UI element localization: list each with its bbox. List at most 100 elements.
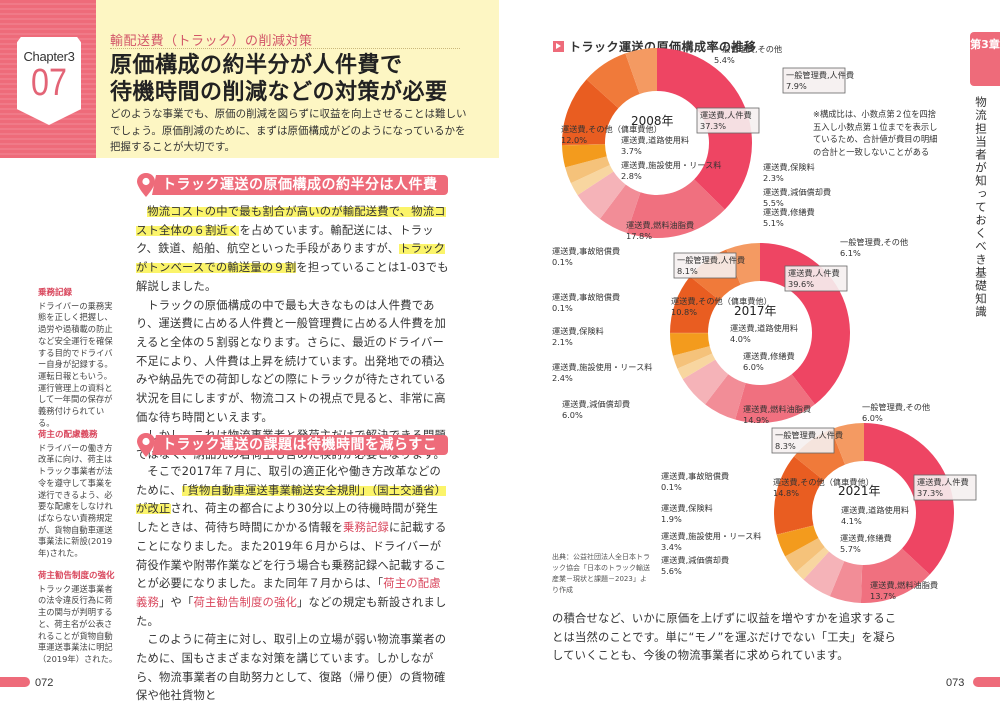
- segment-label: 運送費,保険料: [552, 326, 604, 336]
- donut-segment: [565, 156, 610, 184]
- side-note-term: 荷主勧告制度の強化: [38, 571, 115, 581]
- donut-segment: [562, 144, 606, 146]
- segment-value: 0.1%: [552, 303, 573, 313]
- donut-segment: [599, 184, 641, 234]
- chapter-label: Chapter3: [23, 49, 75, 64]
- donut-segment: [677, 353, 716, 380]
- segment-value: 1.9%: [661, 514, 682, 524]
- segment-value: 39.6%: [788, 279, 814, 289]
- chevron-right-icon: [553, 41, 564, 52]
- text: され、荷主の都合により30分以上の待機時間が発生したときは、荷待ち時間にかかる情…: [136, 502, 439, 535]
- segment-label: 運送費,修繕費: [763, 207, 815, 217]
- segment-label: 運送費,事故賠償費: [552, 246, 620, 256]
- donut-segment: [864, 423, 955, 575]
- segment-label: 運送費,修繕費: [840, 533, 892, 543]
- rounding-note: ※構成比は、小数点第２位を四捨五入し小数点第１位までを表示しているため、合計値が…: [813, 109, 938, 157]
- donut-segment: [776, 525, 819, 557]
- segment-label: 運送費,施設使用・リース料: [552, 362, 652, 372]
- donut-segment: [626, 179, 725, 238]
- text: を占めています。輸配送には、トラック、鉄道、船舶、航空といった手段がありますが、: [136, 223, 434, 256]
- donut-segment: [586, 53, 640, 109]
- side-note-text: ドライバーの乗務実態を正しく把握し、過労や過積載の防止など安全運行を確保する目的…: [38, 300, 113, 428]
- segment-value: 5.4%: [714, 55, 735, 65]
- map-pin-icon: [137, 173, 155, 197]
- segment-value: 17.8%: [626, 231, 652, 241]
- section-heading-2: トラック運送の課題は待機時間を減らすこと: [136, 433, 448, 457]
- segment-value: 5.7%: [840, 544, 861, 554]
- segment-label: 運送費,燃料油脂費: [870, 580, 938, 590]
- donut-segment: [796, 547, 830, 580]
- donut-segment: [577, 171, 626, 219]
- donut-segment: [657, 48, 752, 210]
- section-heading-2-label: トラック運送の課題は待機時間を減らすこと: [152, 435, 448, 455]
- segment-value: 5.1%: [763, 218, 784, 228]
- segment-label: 一般管理費,その他: [862, 402, 930, 412]
- page-number-right: 073: [946, 677, 965, 689]
- segment-label: 運送費,道路使用料: [621, 135, 689, 145]
- label-box: [784, 265, 848, 292]
- page-number-left: 072: [35, 677, 54, 689]
- segment-label: 一般管理費,その他: [840, 237, 908, 247]
- donut-segment: [682, 359, 729, 405]
- paragraph: そこで2017年７月に、取引の適正化や働き方改革などのために、「貨物自動車運送事…: [136, 463, 449, 631]
- segment-label: 運送費,人件費: [788, 268, 840, 278]
- segment-value: 37.3%: [917, 488, 943, 498]
- donut-segment: [785, 538, 825, 572]
- source-credit: 出典：公益社団法人全日本トラック協会「日本のトラック輸送産業－現状と課題－202…: [552, 553, 650, 594]
- segment-label: 運送費,減価償却費: [661, 555, 729, 565]
- dotted-divider: [110, 48, 460, 49]
- donut-segment: [570, 164, 614, 196]
- paragraph: 物流コストの中で最も割合が高いのが輸配送費で、物流コスト全体の６割近くを占めてい…: [136, 203, 449, 297]
- donut-segment: [829, 561, 863, 603]
- label-box: [696, 107, 760, 134]
- donut-segment: [670, 332, 709, 334]
- section-heading-1: トラック運送の原価構成の約半分は人件費: [136, 173, 448, 197]
- side-note-term: 乗務記録: [38, 288, 73, 298]
- paragraph: トラックの原価構成の中で最も大きなものは人件費であり、運送費に占める人件費と一般…: [136, 298, 447, 424]
- segment-label: 運送費,その他（傭車費他）: [773, 477, 874, 487]
- segment-label: 運送費,道路使用料: [730, 323, 798, 333]
- section-kicker: 輸配送費（トラック）の削減対策: [110, 34, 313, 49]
- term-link: 乗務記録: [342, 521, 389, 535]
- segment-value: 0.1%: [661, 482, 682, 492]
- segment-value: 14.8%: [773, 488, 799, 498]
- segment-value: 5.6%: [661, 566, 682, 576]
- donut-segment: [735, 374, 815, 423]
- segment-value: 7.9%: [786, 81, 807, 91]
- text: 」や「: [159, 595, 194, 609]
- donut-segment: [831, 423, 864, 465]
- side-note-term: 荷主の配慮義務: [38, 430, 98, 440]
- side-vertical-title: 物流担当者が知っておくべき基礎知識: [974, 96, 988, 319]
- page-tab-right: [973, 677, 1000, 687]
- segment-value: 10.8%: [671, 307, 697, 317]
- segment-value: 4.1%: [841, 516, 862, 526]
- side-note-text: トラック運送事業者の法令違反行為に荷主の関与が判明すると、荷主名が公表されること…: [38, 583, 118, 664]
- text: 」などの規定も新設されました。: [136, 595, 447, 628]
- segment-value: 3.7%: [621, 146, 642, 156]
- side-note-2: 荷主の配慮義務 ドライバーの働き方改革に向け、荷主はトラック事業者が法令を遵守し…: [38, 430, 120, 560]
- segment-label: 運送費,人件費: [917, 477, 969, 487]
- section-2-body: そこで2017年７月に、取引の適正化や働き方改革などのために、「貨物自動車運送事…: [136, 463, 449, 706]
- donut-segment: [774, 456, 824, 535]
- segment-value: 8.1%: [677, 266, 698, 276]
- donut-segment: [670, 333, 710, 356]
- segment-value: 6.1%: [840, 248, 861, 258]
- donut-segment: [803, 551, 845, 597]
- segment-value: 5.5%: [763, 198, 784, 208]
- donut-segment: [860, 548, 930, 603]
- segment-label: 運送費,施設使用・リース料: [661, 531, 761, 541]
- donut-segment: [625, 48, 657, 94]
- segment-label: 運送費,燃料油脂費: [743, 404, 811, 414]
- donut-year-label: 2008年: [631, 114, 674, 128]
- label-box: [913, 474, 977, 501]
- term-link: 荷主勧告制度の強化: [193, 595, 297, 609]
- donut-segment: [705, 374, 746, 420]
- donut-segment: [670, 276, 720, 333]
- segment-value: 2.4%: [552, 373, 573, 383]
- side-note-3: 荷主勧告制度の強化 トラック運送事業者の法令違反行為に荷主の関与が判明すると、荷…: [38, 571, 120, 666]
- side-note-text: ドライバーの働き方改革に向け、荷主はトラック事業者が法令を遵守して事業を遂行でき…: [38, 442, 113, 559]
- donut-segment: [776, 525, 814, 536]
- text: を担っていることは1-03でも解説しました。: [136, 261, 449, 293]
- segment-label: 運送費,保険料: [661, 503, 713, 513]
